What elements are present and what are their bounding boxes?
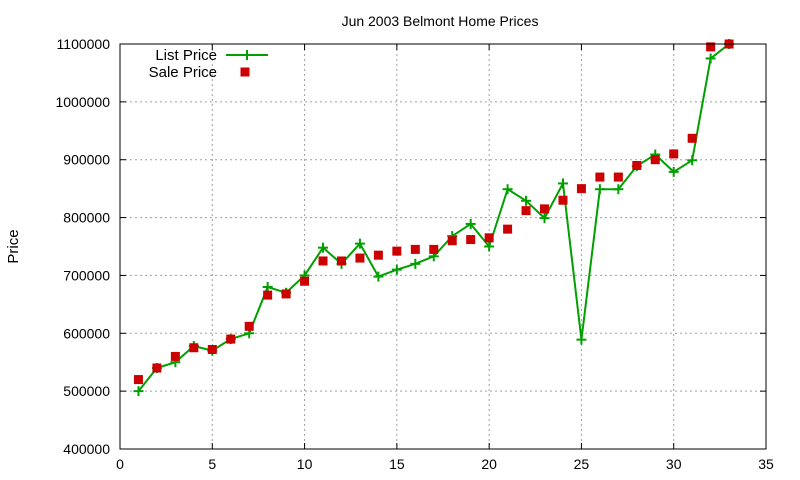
point-sale-price [429,244,439,254]
point-list-price [705,53,716,64]
point-list-price [373,271,384,282]
series-layer [133,39,735,397]
point-sale-price [133,375,143,385]
x-tick-label: 25 [574,456,590,472]
point-sale-price [318,256,328,266]
x-tick-label: 30 [666,456,682,472]
point-list-price [133,386,144,397]
x-tick-label: 15 [389,456,405,472]
point-list-price [410,258,421,269]
legend-label-sale-price: Sale Price [149,64,217,81]
point-sale-price [632,161,642,170]
point-sale-price [207,344,217,354]
point-sale-price [281,289,291,299]
point-sale-price [521,206,531,216]
point-list-price [354,238,365,249]
point-sale-price [300,276,310,286]
point-sale-price [263,290,273,300]
point-sale-price [244,321,254,331]
point-list-price [502,184,513,195]
y-axis-title: Price [5,229,22,263]
x-tick-label: 35 [758,456,774,472]
point-list-price [262,282,273,292]
point-sale-price [152,363,162,373]
point-sale-price [706,42,716,52]
y-tick-label: 500000 [63,383,110,399]
legend-sample-list-price [226,50,268,60]
point-sale-price [410,244,420,254]
chart-title: Jun 2003 Belmont Home Prices [342,13,539,29]
point-sale-price [484,233,494,243]
point-sale-price [576,184,586,194]
y-tick-label: 1000000 [55,94,110,110]
point-sale-price [355,253,365,263]
point-list-price [391,264,402,275]
point-sale-price [687,133,697,143]
point-sale-price [226,334,236,344]
legend-square [240,67,250,77]
point-sale-price [650,155,660,165]
point-list-price [539,213,550,224]
x-tick-label: 5 [208,456,216,472]
point-sale-price [336,256,346,266]
y-tick-label: 800000 [63,210,110,226]
point-sale-price [595,172,605,182]
y-tick-label: 900000 [63,152,110,168]
plot-frame [119,43,767,450]
x-tick-label: 10 [297,456,313,472]
point-sale-price [447,236,457,246]
point-sale-price [189,343,199,353]
legend-cross [242,50,252,60]
point-sale-price [392,246,402,256]
point-list-price [613,184,624,195]
x-tick-label: 20 [481,456,497,472]
point-list-price [484,241,495,252]
point-sale-price [669,149,679,159]
axis-ticks: 0 5 10 15 20 25 30 35 400000 500000 600000 700000 80… [55,36,774,472]
point-sale-price [613,172,623,182]
point-list-price [576,334,587,345]
legend-sample-sale-price [240,67,250,77]
x-tick-label: 0 [116,456,124,472]
y-tick-label: 600000 [63,325,110,341]
point-list-price [668,166,679,177]
y-tick-label: 700000 [63,267,110,283]
point-list-price [521,195,532,206]
y-tick-label: 1100000 [57,36,111,52]
point-sale-price [170,351,180,361]
y-tick-label: 400000 [63,441,110,457]
point-sale-price [373,250,383,260]
legend: List Price Sale Price [149,47,268,81]
point-list-price [687,155,698,166]
point-sale-price [466,235,476,245]
point-sale-price [540,204,550,214]
point-sale-price [503,224,513,234]
point-sale-price [558,195,568,205]
legend-label-list-price: List Price [155,47,217,64]
point-list-price [557,178,568,189]
point-list-price [465,218,476,229]
point-list-price [594,184,605,195]
point-list-price [318,242,329,253]
